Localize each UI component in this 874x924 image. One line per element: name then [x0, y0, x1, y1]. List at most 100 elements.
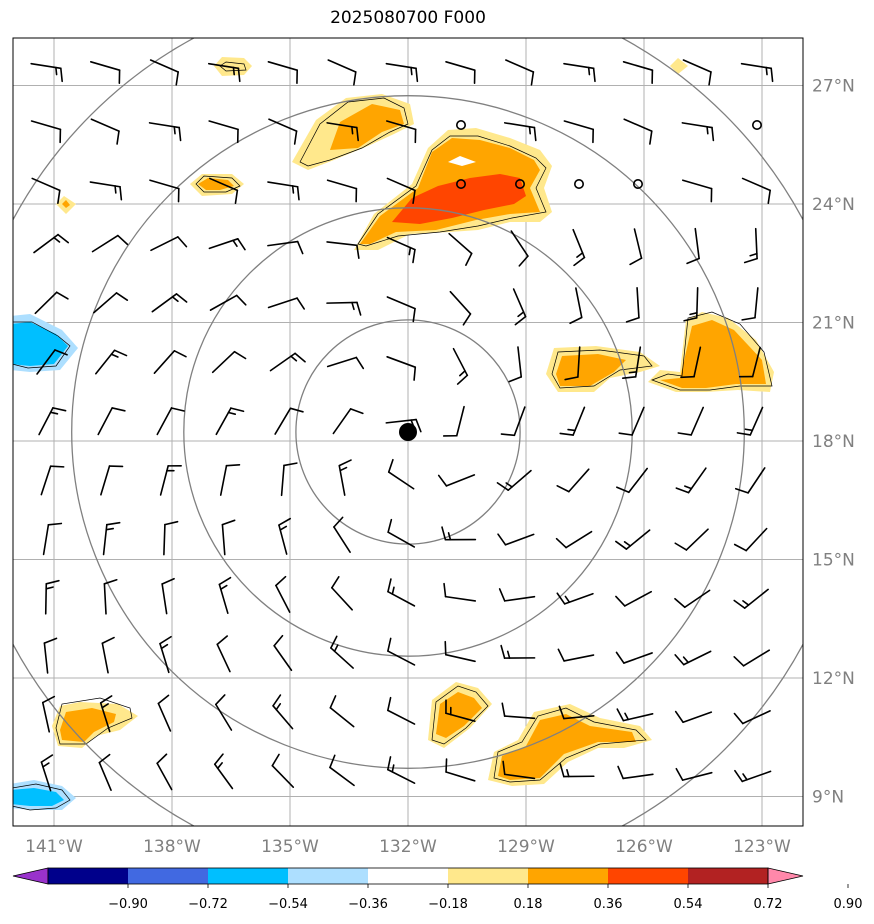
wind-barb [267, 61, 299, 84]
wind-barb [385, 120, 417, 144]
wind-barb [734, 467, 766, 494]
wind-barb [149, 179, 180, 203]
wind-barb [733, 710, 771, 725]
wind-barb [211, 350, 247, 374]
wind-barb [733, 588, 769, 609]
lon-label-2: 135°W [261, 837, 319, 857]
wind-barb [569, 287, 583, 325]
wind-barb [90, 118, 120, 145]
wind-barb [280, 462, 298, 497]
colorbar [12, 867, 804, 885]
wind-barb [326, 241, 360, 259]
wind-barb [441, 526, 477, 541]
colorbar-tick-label-1: −0.72 [188, 897, 228, 912]
wind-barb [326, 301, 362, 316]
wind-barb [218, 576, 232, 614]
wind-barb [161, 577, 175, 615]
wind-barb [386, 236, 416, 264]
wind-barb [274, 407, 304, 435]
latitude-labels: 27°N 24°N 21°N 18°N 15°N 12°N 9°N [812, 77, 855, 808]
wind-barb [503, 122, 537, 142]
wind-barb [387, 578, 416, 607]
wind-barb [326, 122, 359, 142]
wind-barb [563, 62, 596, 83]
wind-barb [683, 287, 699, 322]
wind-barb [329, 695, 355, 728]
colorbar-tick-label-0: −0.90 [108, 897, 148, 912]
wind-barb [103, 578, 118, 615]
wind-barb [149, 59, 179, 86]
wind-barb [159, 464, 182, 496]
wind-barb [617, 765, 654, 780]
colorbar-tick-label-9: 0.90 [834, 897, 863, 912]
colorbar-tick-label-3: −0.36 [348, 897, 388, 912]
lon-label-3: 132°W [379, 837, 437, 857]
wind-barb [221, 519, 236, 556]
wind-barb [38, 407, 67, 436]
wind-barb [674, 589, 711, 609]
wind-barb [331, 575, 353, 611]
colorbar-segment-0 [48, 868, 128, 884]
wind-barb [558, 705, 595, 720]
range-ring-3 [13, 38, 803, 826]
wind-barb [442, 405, 465, 437]
wind-barb [102, 521, 121, 556]
wind-barb [333, 516, 351, 554]
lon-label-5: 126°W [615, 837, 673, 857]
wind-barb [156, 407, 185, 436]
wind-barb [556, 468, 590, 493]
wind-barb [615, 529, 651, 550]
calm-wind-markers [455, 120, 762, 190]
colorbar-tick-labels: −0.90 −0.72 −0.54 −0.36 −0.18 0.18 0.36 0.54 0.7… [108, 884, 862, 912]
wind-barb [736, 406, 764, 436]
lat-label-2: 21°N [812, 314, 855, 334]
wind-barb [387, 696, 416, 725]
wind-barb [43, 637, 58, 674]
wind-barb [448, 232, 473, 266]
wind-barb [30, 120, 62, 144]
wind-barb [452, 347, 469, 385]
wind-barb [269, 352, 306, 372]
colorbar-extend-low [12, 867, 49, 885]
wind-barb [500, 644, 536, 659]
wind-barb [326, 179, 358, 203]
colorbar-tick-label-5: 0.18 [514, 897, 543, 912]
colorbar-tick-label-7: 0.54 [674, 897, 703, 912]
range-ring-2 [71, 95, 745, 769]
wind-barb [41, 695, 56, 733]
colorbar-segment-2 [208, 868, 288, 884]
wind-barb [156, 753, 173, 791]
lon-label-0: 141°W [25, 837, 83, 857]
wind-barb [500, 406, 526, 437]
wind-barb [629, 228, 643, 266]
wind-barb [330, 635, 354, 669]
wind-barb [564, 346, 581, 381]
wind-barb [213, 753, 234, 790]
wind-barb [733, 527, 768, 552]
wind-barb [445, 699, 476, 722]
wind-barb [674, 710, 713, 724]
wind-barb [153, 350, 187, 374]
wind-barb [437, 474, 476, 487]
wind-barb [327, 59, 357, 86]
wind-barb [100, 465, 124, 496]
wind-barb [387, 518, 416, 548]
wind-barb [559, 406, 586, 436]
wind-barbs [30, 59, 774, 792]
wind-barb [31, 177, 61, 205]
wind-barb [555, 530, 593, 549]
wind-barb [674, 650, 712, 666]
wind-barb [208, 120, 239, 144]
wind-barb [508, 346, 523, 383]
wind-barb [733, 649, 771, 667]
wind-barb [387, 756, 416, 784]
wind-barb [267, 240, 304, 255]
lat-label-1: 24°N [812, 195, 855, 215]
wind-barb [216, 635, 231, 673]
colorbar-segment-4 [368, 868, 448, 884]
wind-barb [332, 408, 364, 435]
wind-barb [625, 287, 640, 323]
colorbar-frame [47, 867, 769, 885]
wind-barb [505, 59, 535, 86]
negative-anomaly-shading [13, 314, 78, 811]
